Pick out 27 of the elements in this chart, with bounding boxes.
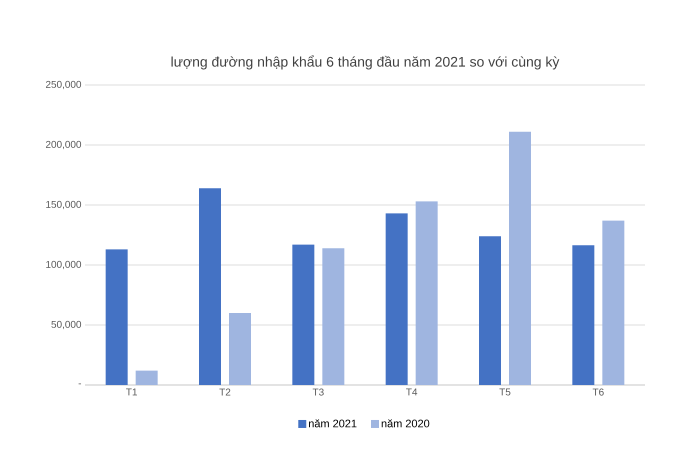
y-tick-label: 200,000 bbox=[46, 140, 82, 150]
bar bbox=[292, 244, 314, 385]
x-tick-label: T1 bbox=[126, 388, 138, 396]
bar bbox=[199, 188, 221, 385]
bar bbox=[572, 245, 594, 385]
bar bbox=[229, 313, 251, 385]
bar bbox=[479, 236, 502, 385]
y-tick-label: - bbox=[78, 383, 82, 384]
bar bbox=[106, 249, 128, 385]
x-tick-label: T5 bbox=[499, 388, 510, 396]
chart-title: lượng đường nhập khẩu 6 tháng đầu năm 2021 so với cùng kỳ bbox=[172, 55, 560, 70]
x-tick-label: T2 bbox=[219, 388, 230, 396]
legend-label: năm 2021 bbox=[309, 419, 356, 428]
y-tick-label: 150,000 bbox=[46, 200, 82, 210]
legend-label: năm 2020 bbox=[382, 419, 430, 428]
y-tick-label: 100,000 bbox=[46, 260, 82, 270]
y-tick-label: 250,000 bbox=[46, 80, 82, 90]
bar bbox=[509, 132, 532, 385]
x-tick-label: T6 bbox=[592, 388, 604, 396]
x-tick-label: T4 bbox=[406, 388, 418, 396]
bar bbox=[386, 213, 408, 385]
bar bbox=[322, 248, 344, 385]
bar bbox=[136, 370, 158, 385]
y-tick-label: 50,000 bbox=[51, 320, 82, 330]
x-tick-label: T3 bbox=[312, 388, 324, 396]
bar bbox=[416, 201, 438, 385]
bar bbox=[602, 220, 624, 385]
